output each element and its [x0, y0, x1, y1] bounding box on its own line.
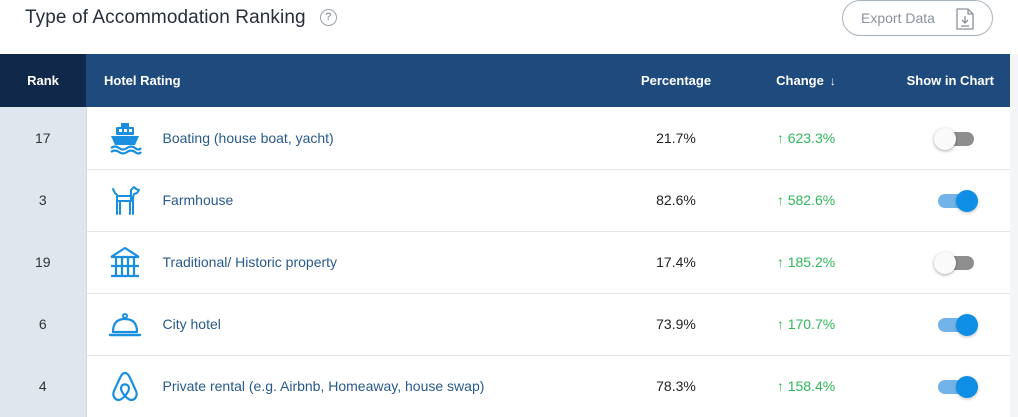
- accommodation-ranking-table: Rank Hotel Rating Percentage Change ↓ Sho…: [0, 54, 1010, 417]
- toggle-knob: [956, 190, 978, 213]
- show-in-chart-toggle[interactable]: [934, 127, 974, 150]
- rating-label: Boating (house boat, yacht): [162, 129, 334, 146]
- toggle-knob: [934, 127, 956, 150]
- toggle-knob: [934, 252, 956, 275]
- rating-label: Private rental (e.g. Airbnb, Homeaway, h…: [162, 378, 485, 394]
- download-document-icon: [956, 8, 974, 33]
- airbnb-icon: [107, 368, 143, 404]
- rank-cell: 19: [0, 231, 87, 293]
- dog-icon: [107, 182, 143, 218]
- rank-cell: 4: [0, 355, 87, 417]
- help-icon[interactable]: ?: [320, 9, 337, 26]
- table-row: 17 Boating (house boat, yacht) 21.7% ↑ 6…: [0, 107, 1010, 169]
- percentage-cell: 78.3%: [656, 378, 696, 394]
- change-cell: ↑ 185.2%: [776, 254, 836, 270]
- boat-icon: [107, 120, 143, 156]
- change-cell: ↑ 623.3%: [776, 129, 836, 146]
- show-in-chart-toggle[interactable]: [934, 252, 974, 275]
- rank-cell: 3: [0, 169, 87, 231]
- rank-column-header[interactable]: Rank: [0, 54, 86, 107]
- historic-building-icon: [107, 244, 143, 280]
- rating-label: City hotel: [162, 316, 221, 332]
- change-cell: ↑ 582.6%: [776, 192, 836, 208]
- rating-label: Farmhouse: [162, 192, 234, 208]
- change-cell: ↑ 158.4%: [776, 378, 836, 394]
- rank-cell: 6: [0, 293, 87, 355]
- table-row: 19 Traditional/ Historic property 17.4% …: [0, 231, 1010, 293]
- show-in-chart-toggle[interactable]: [938, 190, 978, 213]
- table-row: 4 Private rental (e.g. Airbnb, Homeaway,…: [0, 355, 1010, 417]
- room-service-bell-icon: [107, 306, 143, 342]
- toggle-knob: [956, 376, 978, 399]
- percentage-cell: 21.7%: [656, 129, 696, 146]
- table-row: 6 City hotel 73.9% ↑ 170.7%: [0, 293, 1010, 355]
- show-in-chart-column-header: Show in Chart: [866, 54, 1010, 107]
- percentage-column-header[interactable]: Percentage: [606, 54, 746, 107]
- sort-descending-icon: ↓: [829, 74, 836, 88]
- change-cell: ↑ 170.7%: [776, 316, 836, 332]
- change-header-label: Change: [776, 73, 824, 88]
- scrollbar-track[interactable]: [1010, 54, 1018, 417]
- toggle-knob: [956, 314, 978, 337]
- page-title: Type of Accommodation Ranking: [25, 7, 306, 28]
- show-in-chart-toggle[interactable]: [938, 314, 978, 337]
- rank-cell: 17: [0, 107, 87, 169]
- percentage-cell: 73.9%: [656, 316, 696, 332]
- page-header: Type of Accommodation Ranking ? Export D…: [0, 0, 1018, 54]
- export-data-label: Export Data: [861, 10, 935, 26]
- hotel-rating-column-header[interactable]: Hotel Rating: [86, 54, 606, 107]
- table-header-row: Rank Hotel Rating Percentage Change ↓ Sho…: [0, 54, 1010, 107]
- show-in-chart-toggle[interactable]: [938, 376, 978, 399]
- percentage-cell: 82.6%: [656, 192, 696, 208]
- rating-label: Traditional/ Historic property: [162, 254, 338, 270]
- percentage-cell: 17.4%: [656, 254, 696, 270]
- change-column-header[interactable]: Change ↓: [746, 54, 866, 107]
- export-data-button[interactable]: Export Data: [842, 0, 993, 36]
- table-row: 3 Farmhouse 82.6% ↑ 582.6%: [0, 169, 1010, 231]
